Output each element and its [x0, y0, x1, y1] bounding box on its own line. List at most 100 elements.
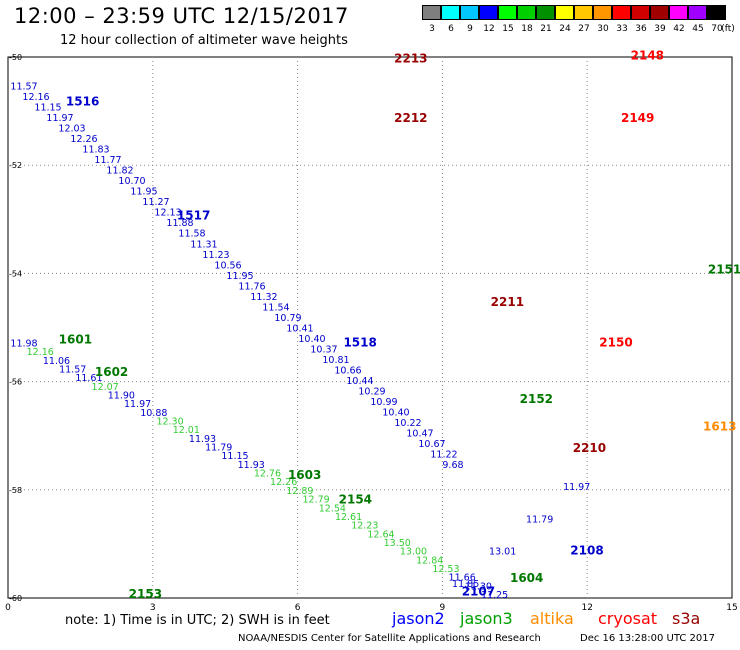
track-label: 2213	[394, 51, 427, 65]
colorbar-label: 42	[673, 24, 685, 34]
track-label: 2151	[708, 262, 740, 276]
swh-value: 10.67	[418, 439, 445, 450]
swh-value: 11.77	[94, 155, 121, 166]
colorbar-swatch	[460, 5, 479, 20]
swh-value: 12.01	[173, 425, 200, 436]
swh-value: 10.37	[310, 344, 337, 355]
track-label: 2148	[631, 49, 664, 63]
colorbar-swatch	[707, 5, 726, 20]
swh-value: 11.58	[178, 229, 205, 240]
swh-value: 10.56	[214, 260, 241, 271]
swh-value: 11.82	[106, 166, 133, 177]
swh-value: 10.44	[346, 376, 373, 387]
swh-value: 10.88	[140, 408, 167, 419]
swh-value: 13.00	[400, 547, 427, 558]
colorbar-label: 30	[597, 24, 609, 34]
track-label: 2153	[129, 587, 162, 601]
track-label: 2211	[491, 295, 524, 309]
swh-value: 12.89	[286, 486, 313, 497]
colorbar-unit: (ft)	[721, 24, 735, 34]
colorbar-label: 33	[616, 24, 628, 34]
colorbar-swatch	[441, 5, 460, 20]
swh-value: 11.57	[10, 81, 37, 92]
swh-value: 11.79	[526, 514, 553, 525]
swh-value: 11.25	[481, 590, 508, 601]
y-tick-label: -60	[9, 594, 22, 603]
swh-value: 11.85	[452, 579, 479, 590]
chart-title: 12:00 – 23:59 UTC 12/15/2017	[14, 4, 349, 28]
colorbar-label: 12	[483, 24, 495, 34]
swh-value: 12.30	[156, 417, 183, 428]
track-label: 2149	[621, 111, 654, 125]
y-tick-label: -54	[9, 269, 22, 278]
swh-value: 12.84	[416, 555, 443, 566]
colorbar-swatch	[574, 5, 593, 20]
legend-jason2: jason2	[392, 609, 445, 628]
colorbar-swatch	[536, 5, 555, 20]
swh-value: 12.79	[303, 495, 330, 506]
legend-s3a: s3a	[672, 609, 701, 628]
swh-value: 12.07	[92, 382, 119, 393]
track-label: 1602	[95, 365, 128, 379]
swh-value: 10.99	[370, 397, 397, 408]
swh-value: 11.95	[226, 271, 253, 282]
colorbar-swatch	[631, 5, 650, 20]
colorbar-swatch	[650, 5, 669, 20]
swh-value: 11.32	[250, 292, 277, 303]
credit-line: NOAA/NESDIS Center for Satellite Applica…	[238, 633, 541, 644]
legend-altika: altika	[530, 609, 574, 628]
colorbar-label: 18	[521, 24, 533, 34]
colorbar-swatch	[688, 5, 707, 20]
colorbar-label: 24	[559, 24, 571, 34]
swh-value: 11.83	[82, 145, 109, 156]
swh-value: 10.29	[358, 387, 385, 398]
swh-value: 11.90	[108, 390, 135, 401]
y-tick-label: -58	[9, 486, 22, 495]
swh-value: 13.50	[384, 538, 411, 549]
swh-value: 11.23	[202, 250, 229, 261]
swh-value: 11.97	[46, 113, 73, 124]
colorbar-swatch	[669, 5, 688, 20]
track-label: 2152	[520, 392, 553, 406]
track-label: 1603	[288, 468, 321, 482]
x-tick-label: 15	[726, 603, 737, 613]
swh-value: 12.26	[270, 477, 297, 488]
legend-cryosat: cryosat	[598, 609, 658, 628]
swh-value: 11.30	[465, 581, 492, 592]
colorbar-label: 27	[578, 24, 590, 34]
track-label: 1518	[343, 335, 376, 349]
swh-value: 11.15	[34, 102, 61, 113]
colorbar-label: 6	[448, 24, 454, 34]
colorbar-swatch	[479, 5, 498, 20]
swh-value: 10.41	[286, 323, 313, 334]
swh-value: 11.97	[124, 399, 151, 410]
swh-value: 12.26	[70, 134, 97, 145]
swh-value: 11.95	[130, 187, 157, 198]
swh-value: 12.16	[22, 92, 49, 103]
legend-jason3: jason3	[460, 609, 513, 628]
track-label: 2107	[462, 584, 495, 598]
y-tick-label: -50	[9, 53, 22, 62]
colorbar-label: 21	[540, 24, 552, 34]
swh-value: 11.98	[10, 338, 37, 349]
swh-value: 10.40	[382, 408, 409, 419]
colorbar-swatch	[593, 5, 612, 20]
swh-value: 12.53	[432, 564, 459, 575]
track-label: 2108	[570, 544, 603, 558]
colorbar-swatch	[612, 5, 631, 20]
swh-value: 11.27	[142, 197, 169, 208]
swh-value: 11.61	[75, 373, 102, 384]
swh-value: 12.16	[27, 347, 54, 358]
track-label: 1601	[59, 333, 92, 347]
swh-value: 11.57	[59, 364, 86, 375]
colorbar-label: 3	[429, 24, 435, 34]
y-tick-label: -52	[9, 161, 22, 170]
swh-value: 11.66	[449, 573, 476, 584]
colorbar-label: 70	[711, 24, 723, 34]
footer-note: note: 1) Time is in UTC; 2) SWH is in fe…	[65, 613, 330, 628]
swh-value: 10.79	[274, 313, 301, 324]
swh-value: 10.70	[118, 176, 145, 187]
swh-value: 11.79	[205, 443, 232, 454]
colorbar-swatch	[498, 5, 517, 20]
swh-value: 10.81	[322, 355, 349, 366]
